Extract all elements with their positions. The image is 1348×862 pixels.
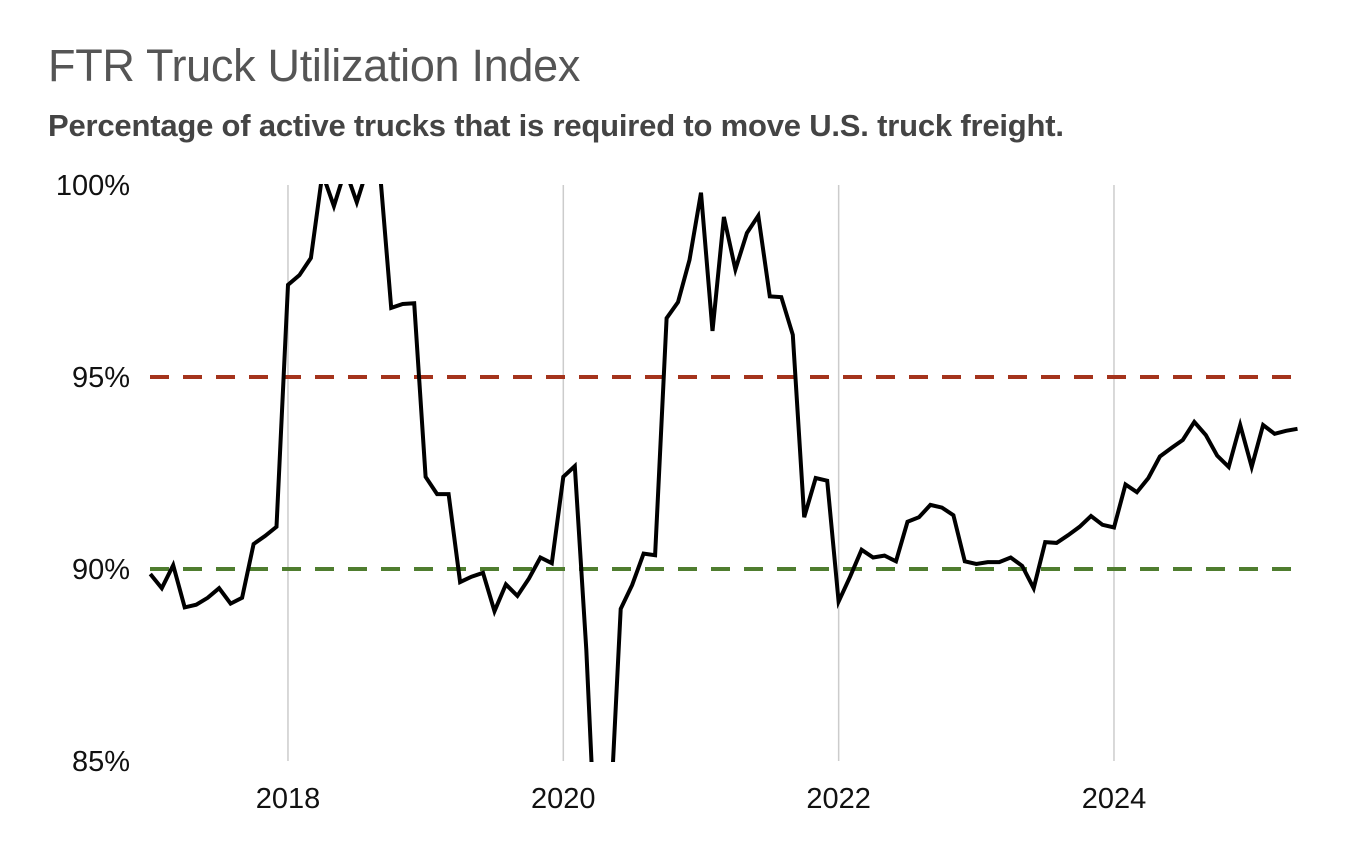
x-axis-ticks: 2018 2020 2022 2024: [256, 783, 1147, 815]
y-tick-label: 90%: [72, 554, 130, 586]
chart-title: FTR Truck Utilization Index: [48, 40, 581, 91]
series-lines: [148, 184, 1298, 762]
chart-subtitle: Percentage of active trucks that is requ…: [48, 108, 1064, 143]
x-tick-label: 2022: [806, 783, 871, 815]
x-tick-label: 2020: [531, 783, 596, 815]
y-tick-label: 95%: [72, 362, 130, 394]
x-tick-label: 2018: [256, 783, 321, 815]
y-tick-label: 100%: [56, 170, 130, 202]
series-line-0: [148, 184, 1298, 762]
reference-lines: [150, 375, 1299, 571]
y-tick-label: 85%: [72, 746, 130, 778]
x-tick-label: 2024: [1082, 783, 1147, 815]
vertical-gridlines: [287, 185, 1115, 761]
y-axis-ticks: 100% 95% 90% 85%: [56, 170, 130, 778]
